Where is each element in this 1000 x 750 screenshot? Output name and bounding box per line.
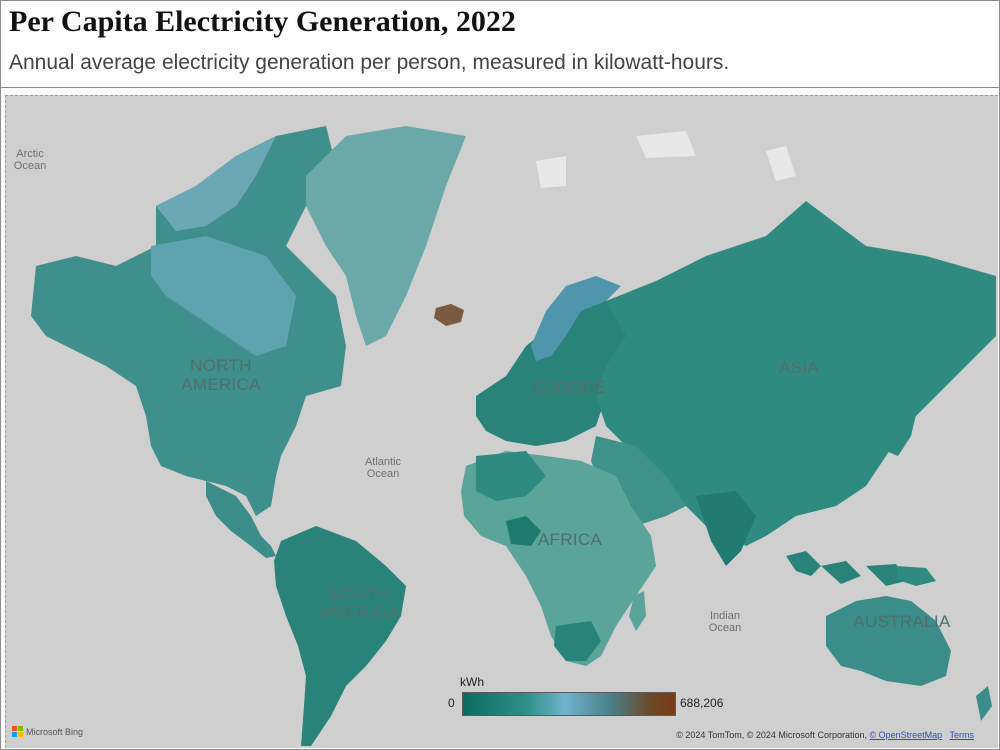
europe-land [476,296,636,446]
brand-label: Microsoft Bing [26,726,84,737]
legend-min-label: 0 [448,696,455,710]
se-asia-islands [786,551,906,586]
openstreetmap-link[interactable]: © OpenStreetMap [869,730,943,740]
ocean-label-arctic: Arctic Ocean [13,148,47,172]
terms-link[interactable]: Terms [949,730,975,740]
continent-label-europe: EUROPE [532,378,606,397]
continent-label-africa: AFRICA [537,530,603,549]
central-america-land [206,481,276,558]
ocean-label-atlantic: Atlantic Ocean [364,456,402,480]
north-america-land [31,126,346,516]
map-copyright: © 2024 TomTom, © 2024 Microsoft Corporat… [676,730,974,740]
nigeria-land [506,516,541,546]
legend-title: kWh [460,675,484,689]
continent-label-australia: AUSTRALIA [853,612,951,631]
new-zealand-land [976,686,992,721]
australia-land [826,596,951,686]
arctic-islands [536,131,796,188]
legend-color-scale [462,692,676,716]
new-guinea-land [896,566,936,586]
choropleth-map[interactable]: Arctic Ocean Atlantic Ocean Indian Ocean… [5,95,998,748]
south-africa-land [554,621,601,661]
iceland-land [434,304,464,326]
madagascar-land [629,591,646,631]
greenland-land [306,126,466,346]
microsoft-logo-icon [12,726,23,737]
canada-arctic-islands [156,136,276,231]
ocean-label-indian: Indian Ocean [708,610,742,634]
legend-max-label: 688,206 [680,696,724,710]
bing-brand: Microsoft Bing [12,726,83,737]
north-africa-dark [476,451,546,501]
japan-land [886,396,918,456]
continent-label-north-america: NORTH AMERICA [181,356,261,394]
africa-land [461,451,656,666]
south-america-land [274,526,406,746]
world-map-shapes [6,96,998,748]
page-title: Per Capita Electricity Generation, 2022 [9,5,516,38]
continent-label-south-america: SOUTH AMERICA [319,584,399,622]
india-land [696,491,756,566]
header-divider [1,87,999,88]
page-subtitle: Annual average electricity generation pe… [9,51,730,74]
scandinavia-land [531,276,621,361]
copyright-text: © 2024 TomTom, © 2024 Microsoft Corporat… [676,730,867,740]
canada-north [151,236,296,356]
continent-label-asia: ASIA [779,358,819,377]
asia-land [596,201,996,546]
